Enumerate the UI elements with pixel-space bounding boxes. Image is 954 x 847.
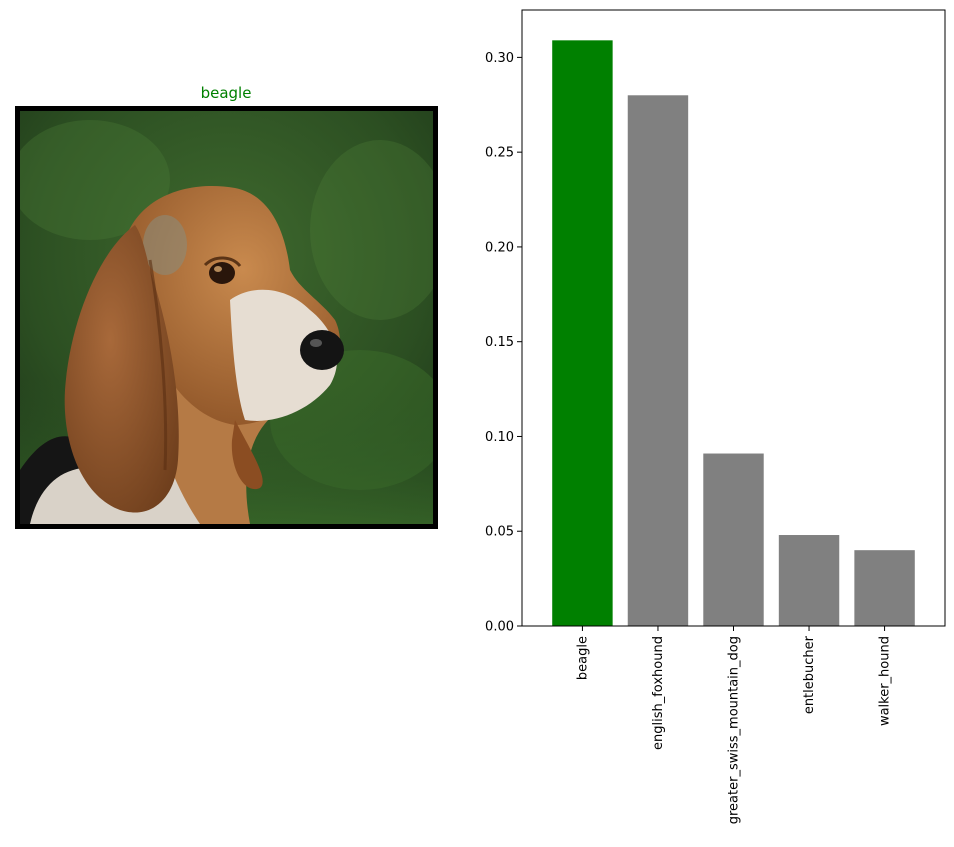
y-axis-ticks: 0.00 0.05 0.10 0.15 0.20 0.25 0.30 bbox=[485, 51, 522, 635]
y-tick-label: 0.30 bbox=[485, 51, 514, 66]
bars-group bbox=[552, 40, 915, 627]
bar-walker-hound bbox=[854, 550, 915, 626]
y-tick-label: 0.15 bbox=[485, 335, 514, 350]
x-tick-label: beagle bbox=[575, 636, 590, 680]
bar-entlebucher bbox=[778, 535, 840, 626]
y-tick-label: 0.20 bbox=[485, 240, 514, 255]
y-tick-label: 0.05 bbox=[485, 525, 514, 540]
x-tick-label: greater_swiss_mountain_dog bbox=[727, 636, 742, 824]
axes-frame bbox=[521, 9, 946, 627]
bar-beagle bbox=[552, 40, 613, 626]
image-title: beagle bbox=[201, 84, 252, 102]
x-tick-label: english_foxhound bbox=[651, 636, 666, 750]
y-tick-label: 0.00 bbox=[485, 620, 514, 635]
bar-greater-swiss-mountain-dog bbox=[703, 453, 764, 626]
x-tick-label: entlebucher bbox=[802, 635, 817, 714]
y-tick-label: 0.25 bbox=[485, 146, 514, 161]
x-axis-ticks: beagle english_foxhound greater_swiss_moun… bbox=[575, 626, 893, 824]
y-tick-label: 0.10 bbox=[485, 430, 514, 445]
bar-chart: 0.00 0.05 0.10 0.15 0.20 0.25 0.30 beagle engli… bbox=[485, 9, 946, 824]
beagle-photo bbox=[15, 106, 438, 529]
x-tick-label: walker_hound bbox=[878, 636, 893, 726]
bar-english-foxhound bbox=[627, 95, 689, 627]
